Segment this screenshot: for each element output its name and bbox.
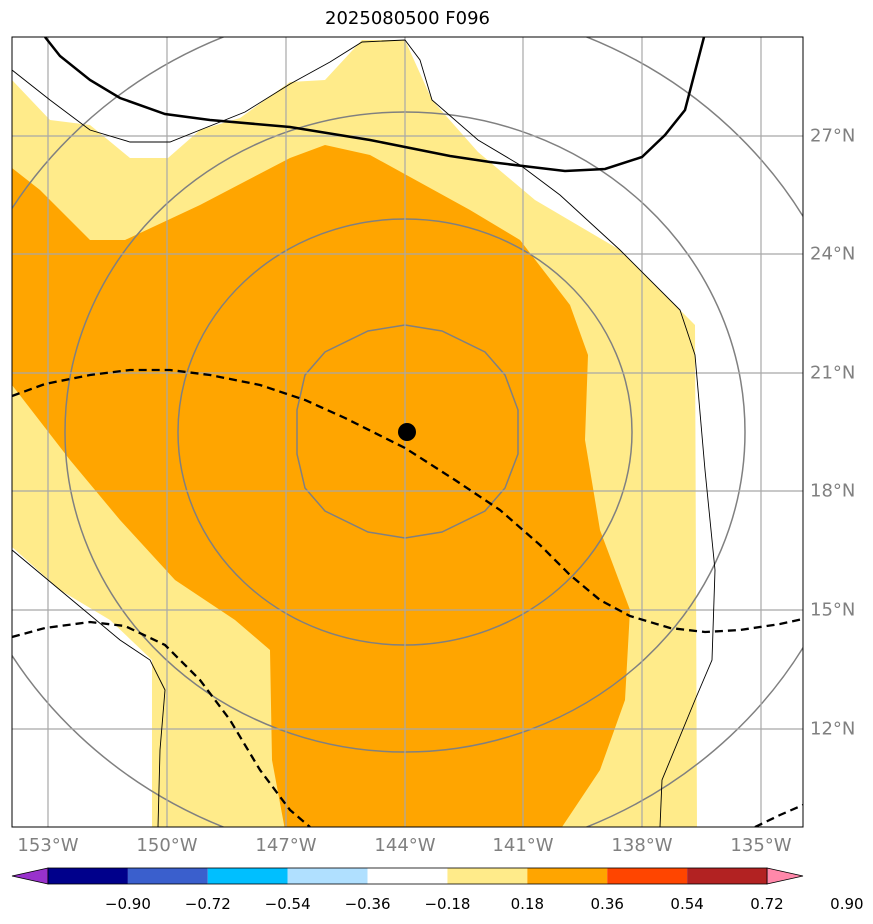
dashed-line-lower (12, 620, 311, 827)
thick-solid-line (44, 37, 706, 173)
lon-tick-label: 141°W (492, 835, 554, 856)
graticule (12, 37, 803, 827)
colorbar-tick-label: 0.54 (670, 895, 704, 913)
lon-tick-label: 153°W (17, 835, 79, 856)
colorbar-segment (527, 868, 608, 884)
lon-tick-label: 147°W (255, 835, 317, 856)
lat-tick-label: 18°N (810, 480, 856, 502)
lon-tick-label: 144°W (374, 835, 436, 856)
colorbar-extend-low (11, 867, 49, 885)
colorbar-segment (447, 868, 528, 884)
thin-contour-line-2 (12, 549, 166, 827)
lat-tick-label: 27°N (810, 125, 856, 147)
colorbar-tick-label: 0.72 (750, 895, 784, 913)
colorbar (11, 867, 804, 885)
colorbar-segment (127, 868, 208, 884)
colorbar-tick-label: −0.54 (264, 895, 311, 913)
colorbar-segment (207, 868, 288, 884)
lon-tick-label: 150°W (136, 835, 198, 856)
plot-frame (11, 36, 804, 828)
thin-contour-line (12, 39, 716, 827)
lat-tick-label: 24°N (810, 243, 856, 265)
colorbar-tick-label: 0.36 (590, 895, 624, 913)
lon-tick-label: 138°W (611, 835, 673, 856)
dashed-line-corner (754, 803, 803, 827)
colorbar-tick-label: −0.36 (344, 895, 391, 913)
colorbar-frame (47, 867, 768, 885)
colorbar-segment (48, 868, 128, 884)
colorbar-segment (687, 868, 767, 884)
storm-center-marker (398, 423, 416, 441)
colorbar-segment (287, 868, 368, 884)
lat-tick-label: 12°N (810, 718, 856, 740)
colorbar-tick-label: −0.72 (184, 895, 231, 913)
colorbar-tick-label: 0.90 (830, 895, 864, 913)
lon-tick-label: 135°W (730, 835, 792, 856)
colorbar-tick-label: 0.18 (510, 895, 545, 913)
colorbar-tick-label: −0.90 (104, 895, 151, 913)
map-title: 2025080500 F096 (325, 8, 490, 29)
lat-tick-label: 15°N (810, 599, 856, 621)
colorbar-tick-label: −0.18 (424, 895, 471, 913)
colorbar-extend-high (766, 867, 804, 885)
lat-tick-label: 21°N (810, 362, 856, 384)
colorbar-segment (607, 868, 688, 884)
dashed-line-upper (12, 368, 803, 634)
colorbar-segment (367, 868, 448, 884)
